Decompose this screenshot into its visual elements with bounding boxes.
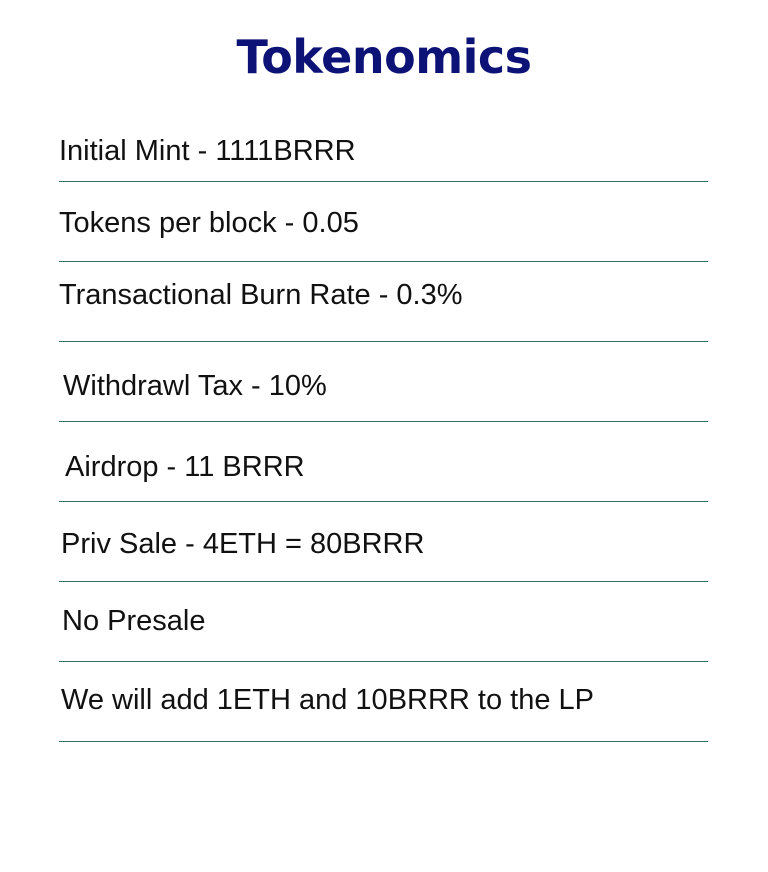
list-item-burn-rate: Transactional Burn Rate - 0.3% bbox=[59, 279, 463, 311]
list-item-presale: No Presale bbox=[62, 605, 206, 637]
list-item-tokens-per-block: Tokens per block - 0.05 bbox=[59, 207, 359, 239]
list-item-withdrawl-tax: Withdrawl Tax - 10% bbox=[63, 370, 327, 402]
divider bbox=[59, 581, 708, 582]
divider bbox=[59, 181, 708, 182]
divider bbox=[59, 501, 708, 502]
page-title: Tokenomics bbox=[236, 30, 532, 84]
list-item-airdrop: Airdrop - 11 BRRR bbox=[65, 451, 305, 483]
divider bbox=[59, 261, 708, 262]
list-item-liquidity: We will add 1ETH and 10BRRR to the LP bbox=[61, 684, 595, 716]
divider bbox=[59, 341, 708, 342]
divider bbox=[59, 661, 708, 662]
tokenomics-list: Initial Mint - 1111BRRR Tokens per block… bbox=[59, 0, 708, 872]
divider bbox=[59, 421, 708, 422]
list-item-priv-sale: Priv Sale - 4ETH = 80BRRR bbox=[61, 528, 425, 560]
divider bbox=[59, 741, 708, 742]
list-item-initial-mint: Initial Mint - 1111BRRR bbox=[59, 135, 356, 167]
